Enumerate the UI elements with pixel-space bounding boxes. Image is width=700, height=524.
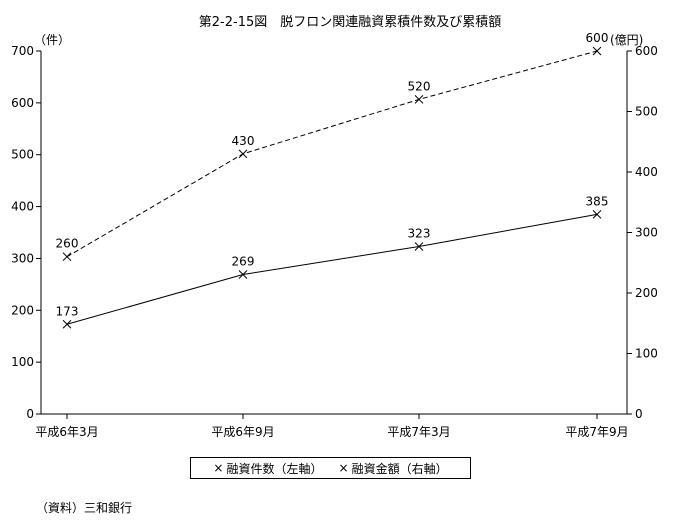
legend-label-count: 融資件数（左軸） [226,461,323,476]
right-tick-label: 100 [635,347,658,361]
series-1-marker [62,252,72,262]
series-0-data-label: 323 [408,227,431,241]
series-1-marker [592,46,602,56]
series-0-marker [62,319,72,329]
series-0-data-label: 269 [232,255,255,269]
series-1-marker [414,95,424,104]
left-tick-label: 600 [11,96,34,110]
series-line-0 [66,213,598,325]
series-1-data-label: 430 [232,134,255,148]
left-tick-label: 300 [11,251,34,265]
legend: × 融資件数（左軸） × 融資金額（右軸） [190,457,471,479]
legend-marker-count: × [213,461,224,475]
series-1-marker [238,149,248,159]
series-line-1 [66,50,598,258]
right-tick-label: 200 [635,286,658,300]
chart-title: 第2-2-15図 脱フロン関連融資累積件数及び累積額 [198,15,502,30]
left-tick-label: 700 [11,44,34,58]
source-note: （資料）三和銀行 [36,501,133,515]
right-tick-label: 500 [635,105,658,119]
series-0-marker [238,270,248,279]
series-0-data-label: 173 [56,304,79,318]
left-tick-label: 200 [11,303,34,317]
legend-item-amount: × 融資金額（右軸） [339,460,448,477]
left-tick-label: 400 [11,200,34,214]
x-tick-label: 平成6年9月 [211,425,274,439]
right-axis-unit: (億円) [610,33,644,47]
x-tick-label: 平成6年3月 [35,425,98,439]
right-tick-label: 300 [635,226,658,240]
series-0-marker [414,242,424,251]
legend-label-amount: 融資金額（右軸） [351,461,448,476]
x-tick-label: 平成7年3月 [387,425,450,439]
left-tick-label: 500 [11,148,34,162]
right-tick-label: 600 [635,44,658,58]
series-1-data-label: 600 [586,31,609,45]
left-tick-label: 100 [11,355,34,369]
right-tick-label: 0 [635,407,643,421]
series-0-marker [592,209,602,219]
left-tick-label: 0 [26,407,34,421]
series-1-data-label: 520 [408,79,431,93]
series-0-data-label: 385 [586,194,609,208]
series-1-data-label: 260 [56,237,79,251]
legend-marker-amount: × [338,461,349,475]
left-axis-unit: （件） [34,33,71,47]
right-tick-label: 400 [635,165,658,179]
legend-item-count: × 融資件数（左軸） [213,460,322,477]
x-tick-label: 平成7年9月 [565,425,628,439]
